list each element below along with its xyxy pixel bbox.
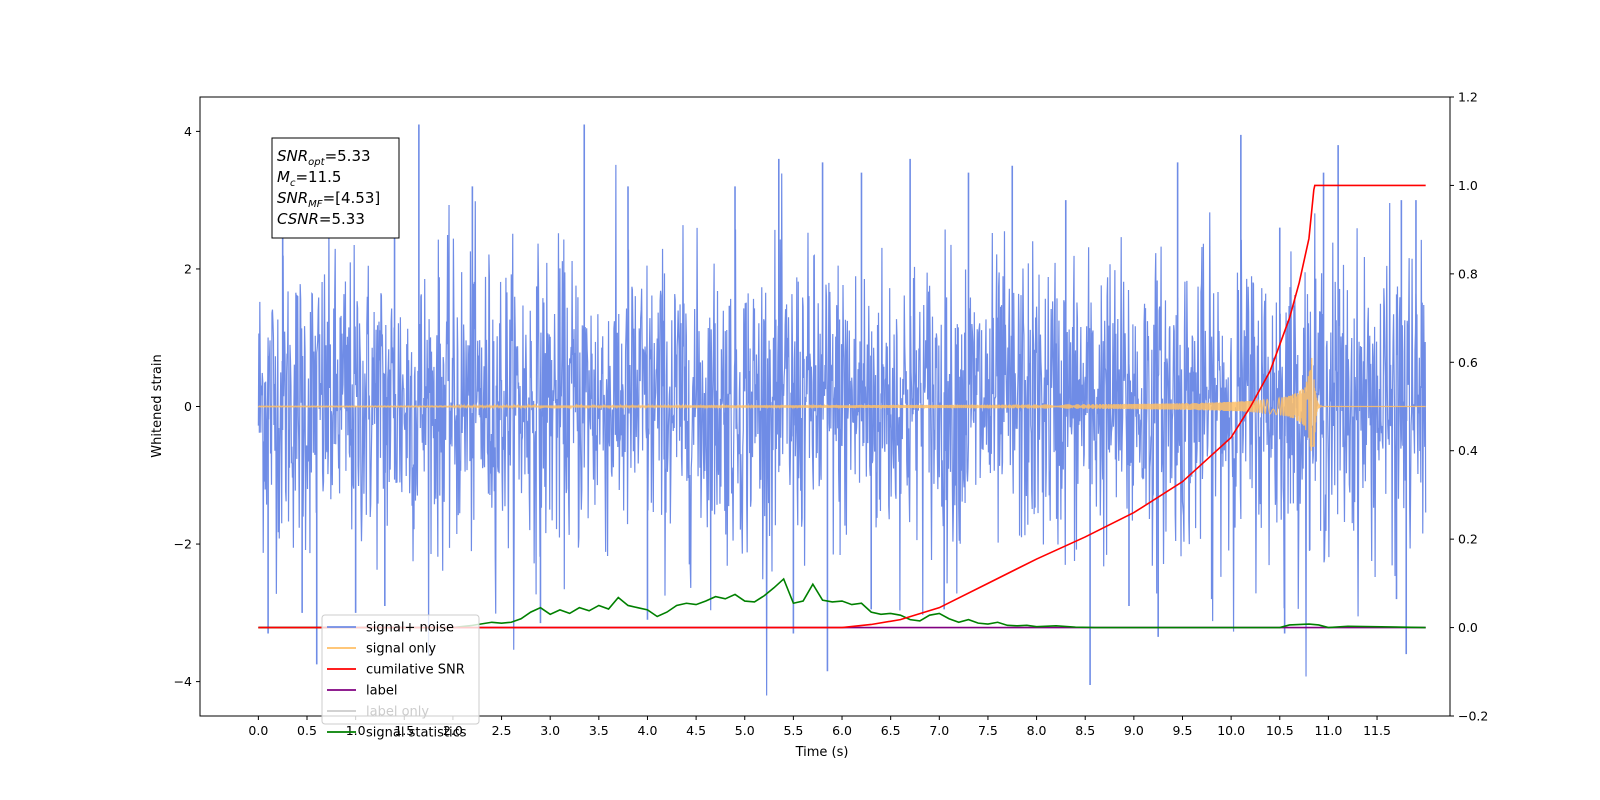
annotation-frame: [271, 137, 400, 239]
x-tick-label: 10.0: [1217, 723, 1245, 738]
y-tick-label: 0: [184, 399, 192, 414]
x-tick-label: 8.5: [1075, 723, 1095, 738]
x-axis-label: Time (s): [795, 745, 849, 760]
series-line-cumilative-snr: [258, 184, 1426, 629]
x-tick-label: 6.5: [881, 723, 901, 738]
x-tick-label: 3.0: [540, 723, 560, 738]
x-tick-label: 0.5: [297, 723, 317, 738]
x-tick-label: 9.5: [1173, 723, 1193, 738]
y-tick-label: 4: [184, 124, 192, 139]
x-tick-label: 9.0: [1124, 723, 1144, 738]
y-axis-right: −0.2 0.0 0.2 0.4 0.6 0.8 1.0 1.2: [1450, 90, 1488, 724]
series-line-signal-statistics: [258, 577, 1426, 629]
y-axis-left: −4 −2 0 2 4: [174, 124, 200, 689]
y2-tick-label: 0.6: [1458, 355, 1478, 370]
y2-tick-label: 0.8: [1458, 266, 1478, 281]
x-tick-label: 1.5: [394, 723, 414, 738]
plot-area: [257, 124, 1427, 696]
legend-label: signal statistics: [366, 726, 467, 741]
annotation-line: CSNR=5.33: [277, 210, 365, 228]
x-tick-label: 10.5: [1266, 723, 1294, 738]
legend-label: signal+ noise: [366, 621, 454, 636]
x-tick-label: 7.5: [978, 723, 998, 738]
legend-label: label only: [366, 705, 429, 720]
legend: signal+ noise signal only cumilative SNR la…: [321, 614, 480, 741]
x-tick-label: 2.5: [492, 723, 512, 738]
x-tick-label: 3.5: [589, 723, 609, 738]
y2-tick-label: 1.0: [1458, 178, 1478, 193]
legend-label: signal only: [366, 642, 436, 657]
annotation-line: SNRopt=5.33: [277, 147, 371, 168]
annotation-line: SNRMF=[4.53]: [277, 189, 380, 210]
x-tick-label: 4.0: [638, 723, 658, 738]
y2-tick-label: 0.4: [1458, 443, 1478, 458]
x-axis: 0.0 0.5 1.0 1.5 2.0 2.5 3.0 3.5 4.0 4.5 5.0 5.5 6.0 6…: [248, 716, 1391, 738]
x-tick-label: 6.0: [832, 723, 852, 738]
x-tick-label: 1.0: [346, 723, 366, 738]
y2-tick-label: 0.0: [1458, 620, 1478, 635]
y-axis-label: Whitened strain: [150, 354, 165, 457]
x-tick-label: 7.0: [929, 723, 949, 738]
x-tick-label: 11.5: [1363, 723, 1391, 738]
y2-tick-label: 1.2: [1458, 90, 1478, 105]
y2-tick-label: 0.2: [1458, 532, 1478, 547]
noise-spikes: [267, 124, 1417, 686]
x-tick-label: 8.0: [1027, 723, 1047, 738]
legend-label: cumilative SNR: [366, 663, 465, 678]
y-tick-label: 2: [184, 261, 192, 276]
x-tick-label: 11.0: [1314, 723, 1342, 738]
legend-frame: [321, 614, 480, 725]
legend-label: label: [366, 684, 397, 699]
y-tick-label: −4: [174, 674, 192, 689]
annotation-line: Mc=11.5: [277, 168, 341, 189]
y2-tick-label: −0.2: [1458, 709, 1488, 724]
x-tick-label: 4.5: [686, 723, 706, 738]
x-tick-label: 2.0: [443, 723, 463, 738]
x-tick-label: 5.5: [783, 723, 803, 738]
y-tick-label: −2: [174, 537, 192, 552]
series-line-signal-only: [257, 357, 1426, 452]
x-tick-label: 5.0: [735, 723, 755, 738]
x-tick-label: 0.0: [248, 723, 268, 738]
